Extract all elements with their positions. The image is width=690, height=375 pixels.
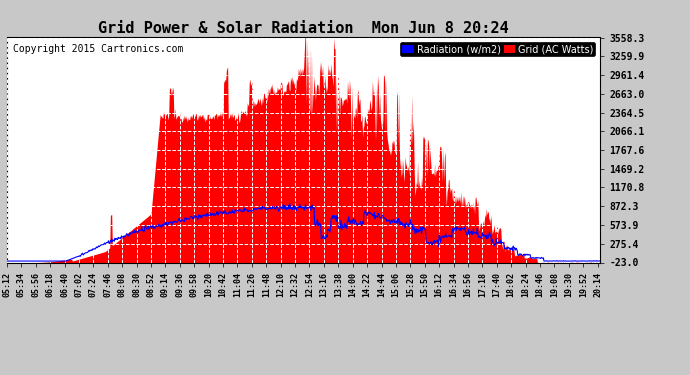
Legend: Radiation (w/m2), Grid (AC Watts): Radiation (w/m2), Grid (AC Watts)	[400, 42, 595, 56]
Title: Grid Power & Solar Radiation  Mon Jun 8 20:24: Grid Power & Solar Radiation Mon Jun 8 2…	[98, 21, 509, 36]
Text: Copyright 2015 Cartronics.com: Copyright 2015 Cartronics.com	[13, 44, 184, 54]
